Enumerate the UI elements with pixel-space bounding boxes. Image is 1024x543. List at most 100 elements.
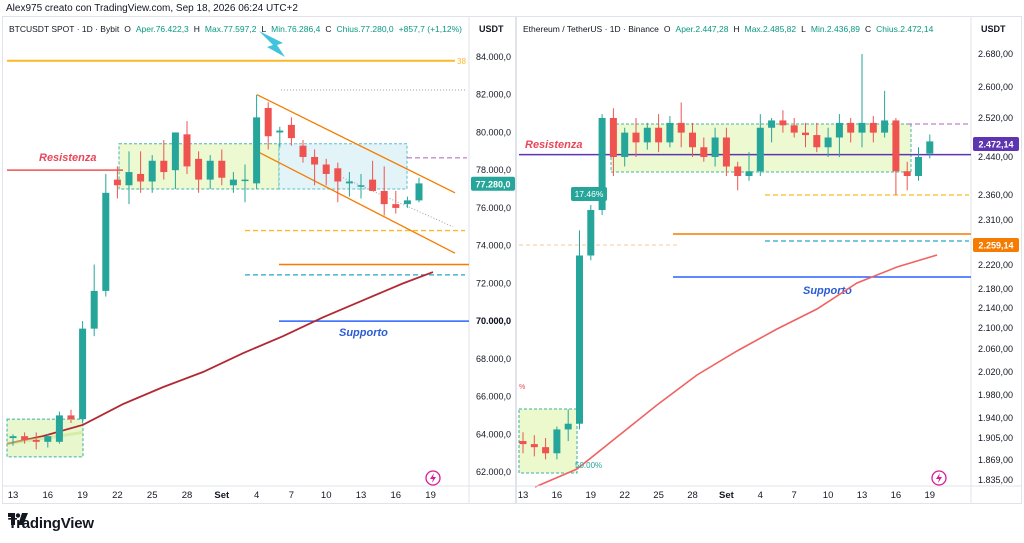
x-tick-label: 28 xyxy=(182,490,193,501)
x-tick-label: 4 xyxy=(758,490,763,501)
candle xyxy=(415,183,423,201)
legend-close-label: C xyxy=(865,24,871,34)
y-tick-label: 72.000,0 xyxy=(476,278,511,288)
candle xyxy=(67,415,75,420)
y-tick-label: 2.220,00 xyxy=(978,260,1013,270)
y-tick-label: 1.940,00 xyxy=(978,413,1013,423)
legend-open-label: O xyxy=(124,24,131,34)
y-tick-label: 62.000,0 xyxy=(476,467,511,477)
legend-low-label: L xyxy=(261,24,266,34)
candle xyxy=(125,172,133,186)
legend-low-value: Min.76.286,4 xyxy=(271,24,320,34)
candle xyxy=(564,423,572,430)
candle xyxy=(632,132,640,143)
y-tick-label: 1.835,00 xyxy=(978,475,1013,485)
legend-high-label: H xyxy=(194,24,200,34)
x-tick-label: 19 xyxy=(77,490,88,501)
candle xyxy=(90,290,98,329)
candle xyxy=(357,185,365,187)
candle xyxy=(334,168,342,182)
y-tick-label: 74.000,0 xyxy=(476,241,511,251)
y-tick-label: 1.869,00 xyxy=(978,455,1013,465)
legend-close-label: C xyxy=(325,24,331,34)
candle xyxy=(553,429,561,454)
candle xyxy=(915,157,922,176)
candle xyxy=(779,120,787,126)
candle xyxy=(392,204,400,208)
resistance-label: Resistenza xyxy=(525,139,582,151)
currency-label: USDT xyxy=(479,24,504,34)
candle xyxy=(171,132,179,171)
candle xyxy=(858,122,866,133)
pct-tag xyxy=(571,187,607,201)
y-tick-label: 1.905,00 xyxy=(978,433,1013,443)
tradingview-logo-icon xyxy=(8,513,28,525)
y-tick-label: 64.000,0 xyxy=(476,429,511,439)
arrow-annotation-icon xyxy=(259,31,285,57)
y-tick-label: 2.520,00 xyxy=(978,113,1013,123)
candle xyxy=(655,127,663,143)
legend-high-label: H xyxy=(733,24,739,34)
level-price-label: 2.259,14 xyxy=(978,241,1013,251)
candle xyxy=(195,158,203,180)
legend-high-value: Max.77.597,2 xyxy=(205,24,257,34)
x-tick-label: 13 xyxy=(356,490,367,501)
candle xyxy=(813,135,821,148)
legend-close-value: Chius.2.472,14 xyxy=(876,24,933,34)
candle xyxy=(241,179,249,182)
candle xyxy=(576,255,583,424)
chart-panel-eth[interactable]: USDT 2.680,00 2.600,00 2.520,00 2.440,00 2.36… xyxy=(516,16,1022,504)
x-tick-label: 22 xyxy=(619,490,630,501)
candle xyxy=(926,141,934,154)
candle xyxy=(79,328,87,420)
gold-level-label: 38 xyxy=(457,57,466,66)
legend-close-value: Chius.77.280,0 xyxy=(336,24,393,34)
chart-panel-btc[interactable]: USDT 84.000,0 82.000,0 80.000,0 78.000,0 76.0… xyxy=(2,16,516,504)
candle xyxy=(299,145,307,157)
candle xyxy=(32,439,40,442)
legend-symbol: Ethereum / TetherUS · 1D · Binance xyxy=(523,24,659,34)
y-tick-label: 2.140,00 xyxy=(978,303,1013,313)
x-tick-label: 13 xyxy=(518,490,529,501)
x-tick-label: 16 xyxy=(43,490,54,501)
candle xyxy=(206,160,214,180)
candle xyxy=(903,171,911,176)
y-tick-label: 82.000,0 xyxy=(476,90,511,100)
x-tick-label: 4 xyxy=(254,490,259,501)
candle xyxy=(369,179,377,191)
support-price-label: 70.000,0 xyxy=(476,316,511,326)
candle xyxy=(677,122,685,133)
accumulation-zone xyxy=(6,418,84,458)
y-tick-label: 1.980,00 xyxy=(978,390,1013,400)
chart-credit: Alex975 creato con TradingView.com, Sep … xyxy=(6,3,298,14)
y-tick-label: 2.310,00 xyxy=(978,215,1013,225)
candle xyxy=(700,147,708,157)
currency-label: USDT xyxy=(981,24,1006,34)
eth-chart-svg[interactable]: USDT 2.680,00 2.600,00 2.520,00 2.440,00 2.36… xyxy=(517,17,1021,503)
left-pct-label: % xyxy=(519,384,525,391)
x-tick-label: 10 xyxy=(823,490,834,501)
candle xyxy=(824,137,832,148)
candle xyxy=(869,122,877,133)
candle xyxy=(380,190,388,205)
y-tick-label: 66.000,0 xyxy=(476,392,511,402)
legend-low-label: L xyxy=(801,24,806,34)
candle xyxy=(218,160,226,178)
candle xyxy=(287,124,295,139)
candle xyxy=(44,436,52,442)
y-tick-label: 2.440,00 xyxy=(978,152,1013,162)
btc-chart-svg[interactable]: USDT 84.000,0 82.000,0 80.000,0 78.000,0 76.0… xyxy=(3,17,515,503)
x-tick-label: Set xyxy=(719,490,735,501)
candle xyxy=(881,120,889,133)
candle xyxy=(790,125,798,133)
x-tick-label: 19 xyxy=(425,490,436,501)
moving-average-line xyxy=(534,254,938,488)
candle xyxy=(530,444,538,448)
candle xyxy=(229,179,237,186)
channel-lower-line xyxy=(256,150,456,254)
candle xyxy=(734,166,742,176)
candle xyxy=(264,107,272,137)
legend-high-value: Max.2.485,82 xyxy=(745,24,797,34)
candle xyxy=(137,173,145,182)
accumulation-zone xyxy=(518,408,578,474)
